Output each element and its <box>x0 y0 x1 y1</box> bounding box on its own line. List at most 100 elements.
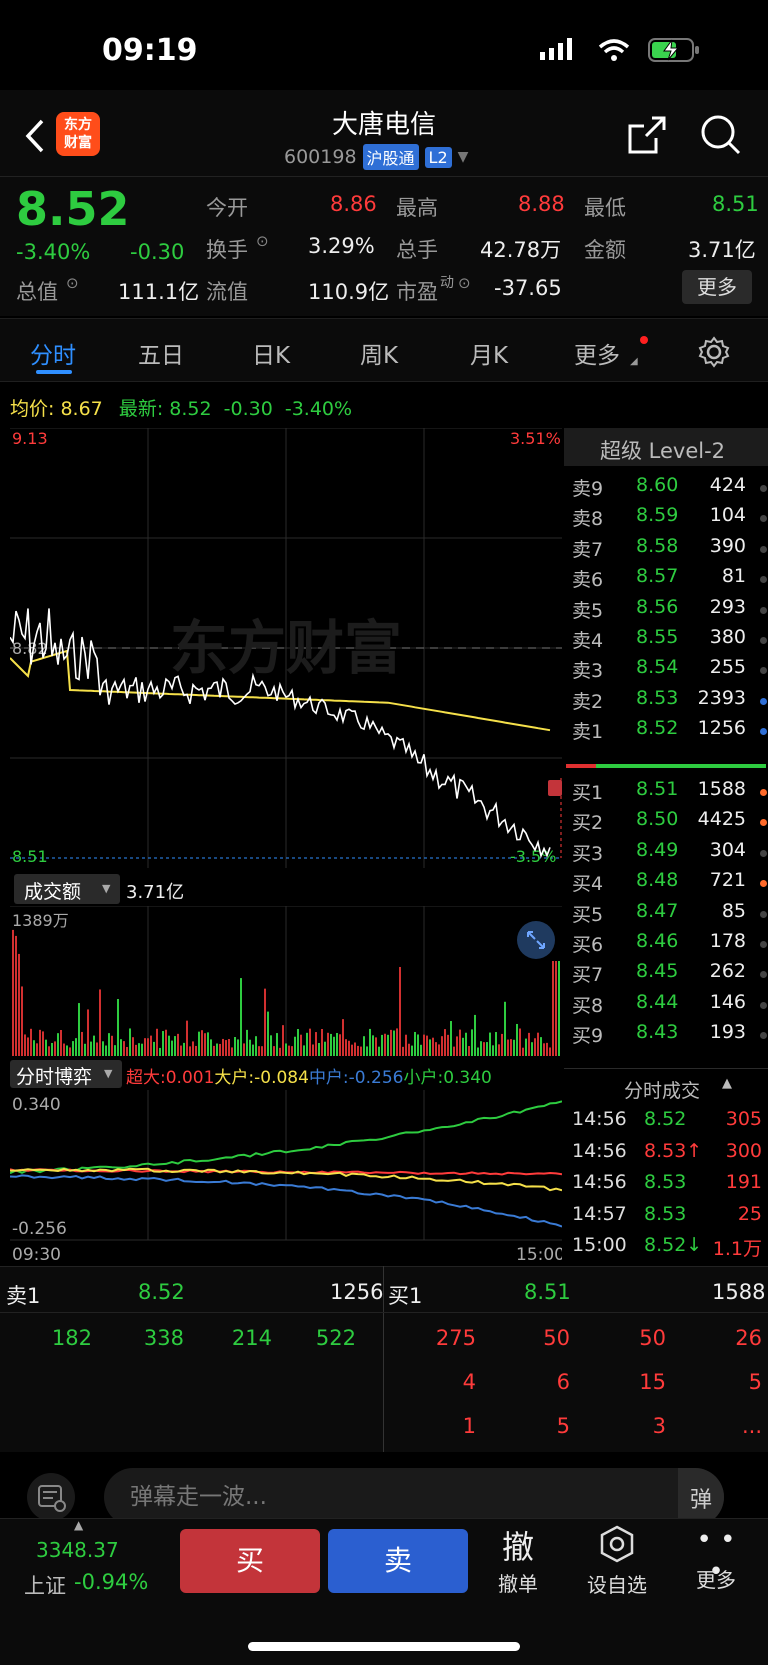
ask-price: 8.60 <box>636 474 679 496</box>
volume-bar <box>471 1029 473 1056</box>
bid-row[interactable]: 买9 8.43 193 <box>564 1021 768 1051</box>
bid-level: 买2 <box>572 812 604 835</box>
volume-bar <box>105 1045 107 1056</box>
index-value[interactable]: 3348.37 <box>36 1538 119 1562</box>
ask-row[interactable]: 卖6 8.57 81 <box>564 565 768 595</box>
volume-bar <box>345 1039 347 1056</box>
volume-bar <box>426 1035 428 1056</box>
volume-bar <box>66 1045 68 1056</box>
info-icon[interactable]: ⊙ <box>458 274 471 292</box>
tick-row[interactable]: 14:56 8.52 305 <box>564 1108 768 1138</box>
volume-total: 3.71亿 <box>126 882 185 903</box>
price-line <box>10 608 551 859</box>
ask-row[interactable]: 卖1 8.52 1256 <box>564 717 768 747</box>
cancel-order-button[interactable]: 撤 撤单 <box>488 1522 548 1597</box>
volume-bar <box>399 966 401 1056</box>
volume-bar <box>204 1033 206 1056</box>
caret-down-icon[interactable]: ▼ <box>457 149 469 165</box>
expand-icon[interactable] <box>516 920 556 960</box>
footer-more-button[interactable]: • • • 更多 <box>686 1524 746 1593</box>
volume-bar <box>72 1041 74 1056</box>
tick-row[interactable]: 14:56 8.53 191 <box>564 1171 768 1201</box>
info-icon[interactable]: ⊙ <box>256 232 269 250</box>
tab-weekly-k[interactable]: 周K <box>360 343 399 369</box>
low-label: 最低 <box>584 196 626 220</box>
ask-dot <box>760 667 767 675</box>
ask-row[interactable]: 卖4 8.55 380 <box>564 626 768 656</box>
info-icon[interactable]: ⊙ <box>66 274 79 292</box>
volume-bar <box>396 1028 398 1056</box>
collapse-icon[interactable]: ▲ <box>722 1076 732 1091</box>
ask-row[interactable]: 卖5 8.56 293 <box>564 596 768 626</box>
bid-row[interactable]: 买8 8.44 146 <box>564 991 768 1021</box>
volume-bar <box>306 1032 308 1056</box>
volume-selector[interactable]: 成交额 ▼ <box>14 874 120 904</box>
tick-volume: 305 <box>725 1108 762 1130</box>
tab-monthly-k[interactable]: 月K <box>470 343 509 369</box>
ask-dot <box>760 606 767 614</box>
tab-intraday[interactable]: 分时 <box>30 343 76 369</box>
danmu-list-icon[interactable] <box>26 1472 76 1522</box>
ask-row[interactable]: 卖3 8.54 255 <box>564 656 768 686</box>
volume-bar <box>495 1032 497 1056</box>
tab-daily-k[interactable]: 日K <box>252 343 291 369</box>
volume-bar <box>555 961 557 1056</box>
share-icon[interactable] <box>626 114 668 156</box>
queue-sell-vol: 1256 <box>330 1280 384 1304</box>
bid-row[interactable]: 买2 8.50 4425 <box>564 808 768 838</box>
volume-bar <box>447 1034 449 1056</box>
queue-buy-vol: 1588 <box>712 1280 766 1304</box>
volume-bar <box>12 929 14 1056</box>
volume-bar <box>369 1028 371 1056</box>
sell-button[interactable]: 卖 <box>328 1529 468 1593</box>
game-selector[interactable]: 分时博弈 ▼ <box>10 1060 122 1088</box>
intraday-chart[interactable]: 东方财富 9.13 3.51% 8.82 8.51 -3.5% <box>10 428 562 880</box>
bid-row[interactable]: 买6 8.46 178 <box>564 930 768 960</box>
volume-bar <box>363 1036 365 1056</box>
buy-queue-order: 6 <box>556 1370 570 1394</box>
back-icon[interactable] <box>24 118 46 154</box>
danmu-toggle[interactable]: 弹 <box>678 1468 724 1526</box>
volume-bar <box>39 1029 41 1056</box>
ask-row[interactable]: 卖9 8.60 424 <box>564 474 768 504</box>
tick-row[interactable]: 14:57 8.53 25 <box>564 1203 768 1233</box>
cancel-label: 撤单 <box>498 1572 538 1596</box>
bid-row[interactable]: 买3 8.49 304 <box>564 839 768 869</box>
avg-value: 8.67 <box>60 398 103 420</box>
settings-gear-icon[interactable] <box>698 336 730 368</box>
ask-row[interactable]: 卖2 8.53 2393 <box>564 687 768 717</box>
volume-bar <box>540 1037 542 1056</box>
ticks-title: 分时成交 <box>624 1080 701 1102</box>
volume-bar <box>522 1047 524 1056</box>
bid-level: 买9 <box>572 1025 604 1048</box>
search-icon[interactable] <box>700 114 742 156</box>
home-indicator[interactable] <box>248 1642 520 1651</box>
bid-row[interactable]: 买4 8.48 721 <box>564 869 768 899</box>
danmu-input[interactable]: 弹幕走一波... <box>104 1468 724 1526</box>
bid-row[interactable]: 买7 8.45 262 <box>564 960 768 990</box>
ask-row[interactable]: 卖7 8.58 390 <box>564 535 768 565</box>
volume-bar <box>507 1039 509 1056</box>
bid-dot <box>760 819 767 827</box>
bid-row[interactable]: 买1 8.51 1588 <box>564 778 768 808</box>
marker-icon[interactable] <box>548 780 562 796</box>
add-watchlist-button[interactable]: 设自选 <box>582 1524 652 1598</box>
tab-more[interactable]: 更多 <box>574 343 620 369</box>
volume-bar <box>108 1033 110 1056</box>
volume-bar <box>285 1043 287 1056</box>
bid-row[interactable]: 买5 8.47 85 <box>564 900 768 930</box>
tick-price: 8.53 <box>644 1171 687 1193</box>
buy-button[interactable]: 买 <box>180 1529 320 1593</box>
more-button[interactable]: 更多 <box>682 270 752 304</box>
dots-icon: • • • <box>696 1525 736 1587</box>
tick-row[interactable]: 14:56 8.53↑ 300 <box>564 1140 768 1170</box>
footer-more-label: 更多 <box>696 1568 736 1592</box>
volume-bar <box>390 1029 392 1056</box>
caret-up-icon[interactable]: ▲ <box>74 1518 84 1532</box>
ask-row[interactable]: 卖8 8.59 104 <box>564 504 768 534</box>
volume-bar <box>321 1029 323 1056</box>
tick-row[interactable]: 15:00 8.52↓ 1.1万 <box>564 1234 768 1264</box>
volume-bar <box>114 1045 116 1056</box>
tab-five-day[interactable]: 五日 <box>138 343 184 369</box>
volume-bar <box>180 1045 182 1056</box>
